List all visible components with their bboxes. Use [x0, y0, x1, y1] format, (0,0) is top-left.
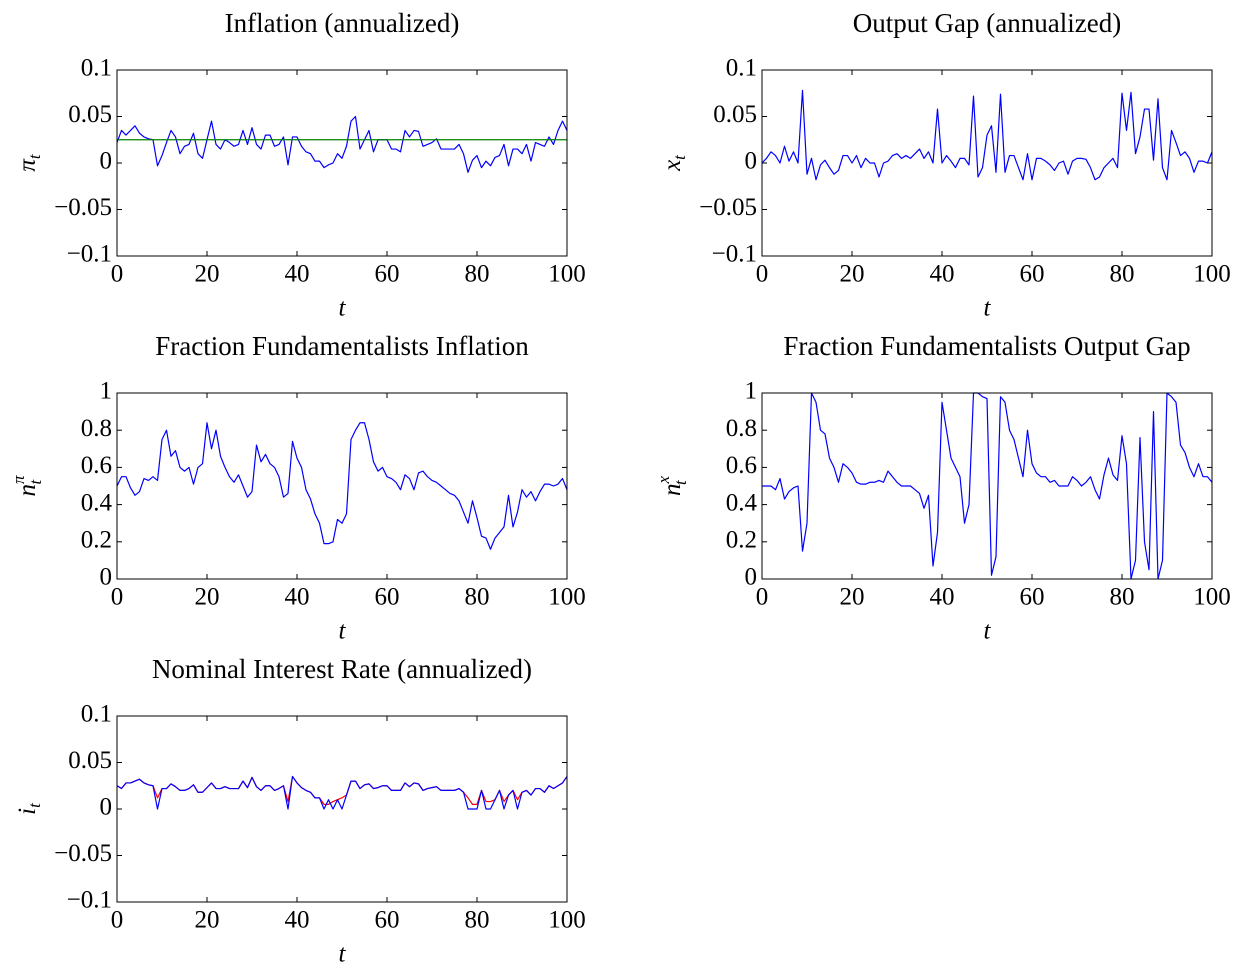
x-tick-label: 40	[285, 907, 310, 934]
x-axis-label: t	[339, 941, 347, 968]
x-tick-label: 0	[111, 584, 124, 611]
y-label-sub: t	[671, 479, 690, 485]
x-axis-label: t	[339, 295, 347, 322]
y-label-base: x	[659, 160, 686, 172]
y-label-sup: x	[654, 476, 673, 485]
y-label-base: i	[14, 808, 41, 815]
y-tick-label: 1	[745, 378, 758, 405]
y-axis-label: nπt	[9, 475, 45, 497]
y-tick-label: −0.05	[699, 194, 757, 221]
chart-title: Nominal Interest Rate (annualized)	[152, 654, 532, 684]
y-tick-label: 0.8	[726, 415, 757, 442]
data-line	[761, 89, 1213, 181]
x-tick-label: 40	[285, 584, 310, 611]
x-tick-label: 20	[840, 584, 865, 611]
x-axis-label: t	[984, 618, 992, 645]
chart-title: Fraction Fundamentalists Inflation	[155, 331, 529, 361]
data-line	[116, 775, 568, 810]
y-label-base: π	[14, 158, 41, 172]
chart-title: Fraction Fundamentalists Output Gap	[783, 331, 1190, 361]
y-tick-label: 0.1	[81, 55, 112, 82]
x-tick-label: 60	[375, 584, 400, 611]
plot-frame	[761, 69, 1213, 257]
y-tick-label: 0.4	[726, 489, 758, 516]
x-tick-label: 80	[465, 261, 490, 288]
data-line	[116, 115, 568, 173]
y-axis-label: it	[14, 802, 44, 815]
x-tick-label: 100	[548, 907, 586, 934]
chart-title: Output Gap (annualized)	[853, 8, 1121, 38]
y-tick-label: 0.1	[81, 701, 112, 728]
y-tick-label: 0	[100, 148, 113, 175]
x-tick-label: 80	[1110, 261, 1135, 288]
x-tick-label: 60	[375, 907, 400, 934]
y-axis-label: nxt	[654, 476, 690, 497]
x-tick-label: 0	[756, 584, 769, 611]
y-tick-label: 0.6	[81, 452, 112, 479]
data-line	[116, 422, 568, 550]
x-tick-label: 60	[1020, 261, 1045, 288]
y-tick-label: 0.05	[68, 747, 112, 774]
y-label-sub: t	[670, 154, 689, 160]
x-tick-label: 20	[195, 907, 220, 934]
x-tick-label: 100	[1193, 261, 1231, 288]
x-tick-label: 80	[465, 584, 490, 611]
y-tick-label: −0.05	[54, 194, 112, 221]
y-label-base: n	[659, 484, 686, 497]
y-tick-label: 0.05	[713, 101, 757, 128]
x-tick-label: 100	[548, 261, 586, 288]
plot-frame	[116, 715, 568, 903]
y-tick-label: −0.1	[712, 241, 757, 268]
y-tick-label: 1	[100, 378, 113, 405]
y-tick-label: 0.4	[81, 489, 113, 516]
y-tick-label: −0.1	[67, 887, 112, 914]
x-tick-label: 80	[1110, 584, 1135, 611]
y-tick-label: 0	[100, 564, 113, 591]
x-axis-label: t	[339, 618, 347, 645]
y-tick-label: −0.05	[54, 840, 112, 867]
x-tick-label: 0	[111, 261, 124, 288]
plot-frame	[116, 392, 568, 580]
chart-title: Inflation (annualized)	[225, 8, 460, 38]
x-tick-label: 0	[756, 261, 769, 288]
x-tick-label: 40	[930, 261, 955, 288]
x-tick-label: 20	[195, 584, 220, 611]
y-label-sub: t	[26, 478, 45, 484]
y-tick-label: 0.2	[81, 527, 112, 554]
y-tick-label: 0	[100, 794, 113, 821]
x-tick-label: 80	[465, 907, 490, 934]
x-tick-label: 40	[285, 261, 310, 288]
y-tick-label: −0.1	[67, 241, 112, 268]
data-line	[762, 392, 1213, 580]
x-tick-label: 100	[548, 584, 586, 611]
y-label-sub: t	[25, 802, 44, 808]
y-tick-label: 0	[745, 148, 758, 175]
x-tick-label: 40	[930, 584, 955, 611]
x-tick-label: 100	[1193, 584, 1231, 611]
y-label-base: n	[14, 484, 41, 497]
y-tick-label: 0.2	[726, 527, 757, 554]
x-axis-label: t	[984, 295, 992, 322]
y-label-sup: π	[9, 475, 28, 484]
x-tick-label: 60	[375, 261, 400, 288]
y-tick-label: 0	[745, 564, 758, 591]
y-tick-label: 0.05	[68, 101, 112, 128]
plot-frame	[761, 392, 1213, 580]
x-tick-label: 60	[1020, 584, 1045, 611]
plot-frame	[116, 69, 568, 257]
y-tick-label: 0.6	[726, 452, 757, 479]
y-axis-label: πt	[14, 153, 44, 172]
y-label-sub: t	[25, 153, 44, 159]
x-tick-label: 20	[195, 261, 220, 288]
y-tick-label: 0.1	[726, 55, 757, 82]
y-tick-label: 0.8	[81, 415, 112, 442]
x-tick-label: 0	[111, 907, 124, 934]
x-tick-label: 20	[840, 261, 865, 288]
y-axis-label: xt	[659, 154, 689, 172]
